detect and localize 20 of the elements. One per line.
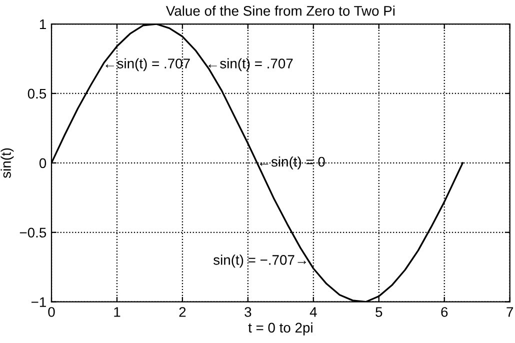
y-tick-label: 1 — [40, 19, 46, 30]
x-axis-title: t = 0 to 2pi — [248, 322, 312, 336]
y-axis-title: sin(t) — [0, 148, 14, 178]
chart-title: Value of the Sine from Zero to Two Pi — [166, 6, 395, 16]
x-tick-label: 6 — [441, 307, 448, 317]
y-tick-label: −1 — [31, 297, 46, 307]
annotation: ←sin(t) = .707 — [106, 58, 190, 72]
y-tick-label: 0.5 — [28, 88, 46, 99]
x-tick-label: 5 — [376, 307, 382, 317]
annotation: ←sin(t) = 0 — [260, 156, 325, 170]
y-tick-label: 0 — [39, 158, 46, 168]
x-tick-label: 1 — [114, 307, 120, 317]
x-tick-label: 4 — [310, 307, 317, 317]
x-tick-label: 2 — [179, 307, 186, 317]
annotation: sin(t) = −.707→ — [213, 254, 306, 268]
x-tick-label: 0 — [48, 307, 55, 317]
x-tick-label: 7 — [506, 307, 514, 317]
x-tick-label: 3 — [244, 307, 252, 317]
y-tick-label: −0.5 — [20, 228, 46, 238]
annotation: ←sin(t) = .707 — [208, 58, 293, 72]
